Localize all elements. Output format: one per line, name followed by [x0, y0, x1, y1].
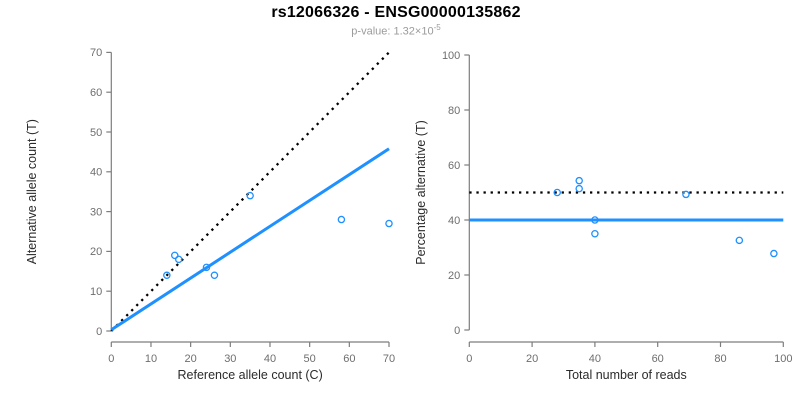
plot-title: rs12066326 - ENSG00000135862 [271, 4, 521, 21]
data-point [575, 184, 583, 193]
data-point [246, 191, 254, 200]
scatter-panel-right: 0 20 40 60 80 100 0 20 40 60 80 100 Total number of … [414, 50, 792, 382]
x-tick-label: 80 [714, 353, 726, 365]
data-point [735, 236, 744, 245]
x-axis-label: Reference allele count (C) [178, 368, 323, 382]
y-tick-label: 40 [448, 215, 460, 227]
y-tick-label: 20 [448, 270, 460, 282]
x-axis-label: Total number of reads [566, 368, 687, 382]
y-tick-label: 10 [90, 286, 102, 298]
y-tick-label: 80 [448, 105, 460, 117]
y-tick-label: 40 [90, 167, 102, 179]
y-tick-label: 0 [96, 326, 102, 338]
x-tick-label: 40 [264, 353, 276, 365]
scatter-panel-left: 0 10 20 30 40 50 60 70 0 10 20 30 40 50 60 70 Reference … [25, 47, 395, 382]
x-tick-label: 70 [383, 353, 395, 365]
x-tick-label: 20 [526, 353, 538, 365]
data-point [163, 271, 171, 280]
y-tick-label: 60 [90, 87, 102, 99]
regression-line [110, 147, 390, 332]
x-tick-label: 0 [466, 353, 472, 365]
data-point [171, 251, 179, 260]
y-tick-label: 60 [448, 160, 460, 172]
data-point [202, 263, 211, 272]
x-tick-label: 20 [185, 353, 197, 365]
y-tick-label: 100 [442, 50, 460, 62]
y-axis-label: Percentage alternative (T) [414, 120, 428, 265]
y-axis-label: Alternative allele count (T) [25, 119, 39, 264]
data-point [385, 219, 393, 228]
data-point [174, 255, 183, 264]
pvalue-text: p-value: 1.32×10 [351, 25, 434, 38]
plot-subtitle: p-value: 1.32×10-5 [0, 23, 792, 38]
data-point [210, 271, 219, 280]
data-point [682, 190, 690, 199]
y-tick-label: 50 [90, 127, 102, 139]
y-tick-label: 30 [90, 206, 102, 218]
x-tick-label: 10 [145, 353, 157, 365]
identity-line [110, 51, 390, 332]
y-tick-label: 20 [90, 246, 102, 258]
x-tick-label: 40 [589, 353, 601, 365]
data-point [337, 215, 346, 224]
pvalue-exponent: -5 [433, 23, 441, 32]
data-point [770, 249, 778, 258]
x-tick-label: 50 [304, 353, 316, 365]
x-tick-label: 60 [343, 353, 355, 365]
x-tick-label: 0 [108, 353, 114, 365]
data-point [591, 229, 599, 238]
y-tick-label: 70 [90, 47, 102, 59]
x-tick-label: 100 [774, 353, 792, 365]
data-point [591, 216, 599, 224]
x-tick-label: 30 [224, 353, 236, 365]
y-tick-label: 0 [454, 325, 460, 337]
data-point [553, 188, 561, 197]
x-tick-label: 60 [652, 353, 664, 365]
data-point [575, 176, 583, 185]
